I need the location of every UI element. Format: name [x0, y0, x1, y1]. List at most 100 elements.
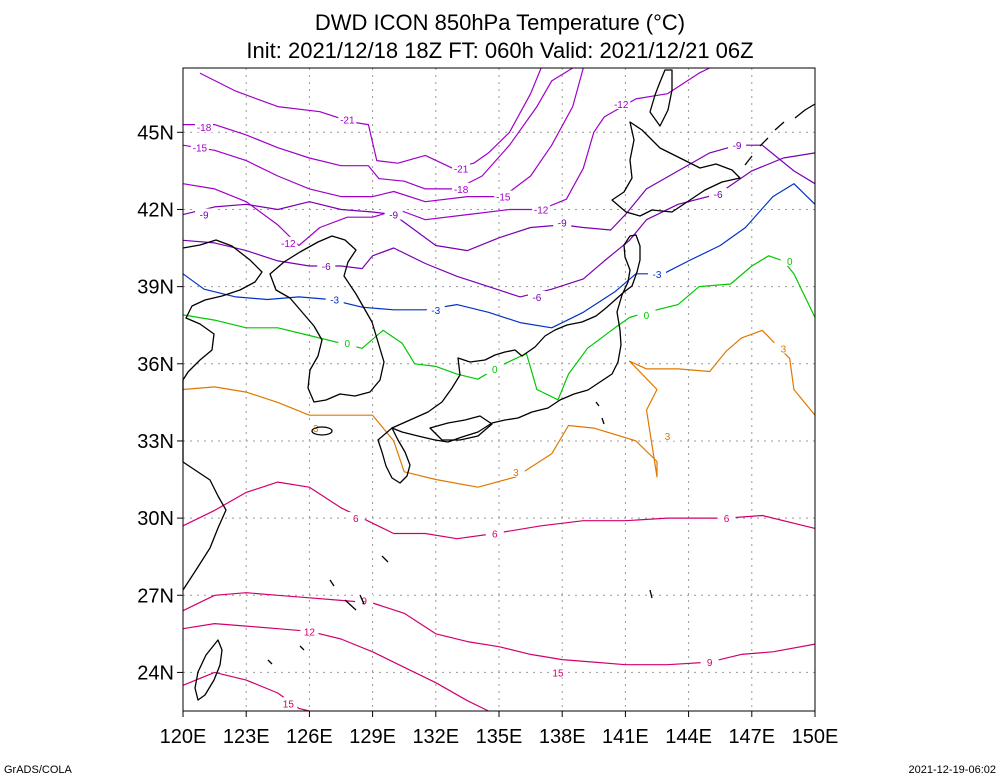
contour-label-bg-7-0: [338, 337, 357, 349]
contour-label-bg-9-0: [346, 512, 365, 524]
contour-label-8-3: 3: [781, 344, 787, 355]
contour-line-2: [182, 67, 584, 203]
contour-label-5-0: -6: [322, 262, 331, 273]
contour-label-bg-4-2: [553, 216, 572, 228]
map-title-line1: DWD ICON 850hPa Temperature (°C): [315, 10, 685, 35]
contour-label-12-0: 15: [283, 699, 295, 710]
contour-label-1-0: -18: [197, 123, 212, 134]
contour-line-7: [182, 255, 816, 401]
contour-label-bg-5-2: [709, 188, 728, 200]
contour-label-bg-6-0: [325, 293, 344, 305]
contour-label-7-0: 0: [345, 339, 351, 350]
x-tick-label-5: 135E: [476, 726, 523, 748]
contour-label-bg-1-0: [195, 121, 214, 133]
contour-label-4-0: -9: [200, 211, 209, 222]
contour-label-10-1: 9: [707, 658, 713, 669]
x-tick-label-8: 144E: [665, 726, 712, 748]
contour-label-bg-9-2: [717, 512, 736, 524]
contour-label-bg-1-1: [452, 182, 471, 194]
coastline-korea: [269, 235, 385, 403]
contour-label-2-1: -15: [496, 193, 511, 204]
grid-lines: [183, 68, 815, 711]
coastline-izu-islands: [595, 401, 653, 599]
y-tick-label-4: 36N: [137, 354, 174, 376]
longitude-ticks: 120E 123E 126E 129E 132E 135E 138E 141E 144E 147E…: [160, 711, 839, 748]
x-tick-label-2: 126E: [286, 726, 333, 748]
coastline-taiwan: [194, 639, 223, 701]
contour-label-4-2: -9: [558, 218, 567, 229]
contour-label-bg-3-0: [279, 236, 298, 248]
contour-label-bg-4-1: [384, 208, 403, 220]
contour-line-12: [182, 671, 310, 712]
contour-label-0-1: -21: [454, 164, 469, 175]
coastline-jeju: [311, 426, 333, 436]
contour-label-bg-8-1: [506, 465, 525, 477]
x-tick-label-4: 132E: [412, 726, 459, 748]
contour-label-bg-0-0: [338, 113, 357, 125]
x-tick-label-6: 138E: [539, 726, 586, 748]
contour-label-9-2: 6: [724, 514, 730, 525]
contour-label-5-1: -6: [532, 293, 541, 304]
footer-credit: GrADS/COLA: [4, 764, 73, 776]
coastline-ryukyu: [267, 555, 389, 665]
y-tick-label-7: 45N: [137, 122, 174, 144]
y-tick-label-2: 30N: [137, 508, 174, 530]
contour-label-8-1: 3: [513, 468, 519, 479]
contour-label-2-0: -15: [193, 144, 208, 155]
y-tick-label-3: 33N: [137, 431, 174, 453]
contour-line-0: [199, 67, 542, 169]
contour-label-7-1: 0: [492, 365, 498, 376]
contour-label-bg-6-2: [648, 267, 666, 279]
coastlines: [182, 69, 816, 701]
contour-label-6-0: -3: [330, 295, 339, 306]
contour-label-bg-7-3: [780, 254, 799, 266]
contour-label-bg-4-0: [195, 208, 214, 220]
y-tick-label-1: 27N: [137, 585, 174, 607]
coastline-honshu: [391, 234, 641, 443]
contour-label-bg-6-1: [426, 303, 445, 315]
x-tick-label-0: 120E: [160, 726, 207, 748]
coastline-kyushu: [377, 427, 411, 484]
contour-label-10-0: 9: [361, 596, 367, 607]
contour-label-bg-5-1: [527, 290, 546, 302]
contour-label-bg-5-0: [317, 260, 336, 272]
contour-label-bg-11-0: [300, 625, 319, 637]
contour-label-bg-9-1: [485, 527, 504, 539]
contour-label-0-0: -21: [340, 115, 355, 126]
latitude-ticks: 24N 27N 30N 33N 36N 39N 42N 45N: [137, 122, 183, 684]
x-tick-label-9: 147E: [728, 726, 775, 748]
contour-label-11-0: 12: [304, 627, 316, 638]
contour-label-9-1: 6: [492, 530, 498, 541]
map-title-line2: Init: 2021/12/18 18Z FT: 060h Valid: 202…: [246, 38, 753, 63]
contour-line-8: [182, 329, 816, 488]
contour-label-3-2: -12: [614, 100, 629, 111]
y-tick-label-5: 39N: [137, 277, 174, 299]
contour-label-bg-7-1: [485, 362, 504, 374]
coastline-shikoku: [429, 415, 493, 441]
contour-label-bg-12-1: [548, 666, 567, 678]
contour-label-12-1: 15: [552, 668, 564, 679]
contour-label-bg-7-2: [637, 308, 656, 320]
x-tick-label-1: 123E: [223, 726, 270, 748]
contour-label-bg-8-3: [774, 342, 793, 354]
contour-label-5-2: -6: [714, 190, 723, 201]
contour-label-bg-4-3: [728, 139, 747, 151]
contour-line-5: [182, 152, 816, 298]
contour-label-8-2: 3: [665, 432, 671, 443]
contour-label-bg-8-2: [658, 429, 677, 441]
contour-line-1: [183, 67, 574, 190]
contour-label-4-3: -9: [733, 141, 742, 152]
x-tick-label-7: 141E: [602, 726, 649, 748]
contour-label-9-0: 6: [353, 514, 359, 525]
temperature-contours: -21 -21 -18 -18 -15 -15 -12 -12 -12 -9 -9 -9 -9 -6 -6 -…: [182, 67, 816, 712]
contour-label-bg-10-0: [355, 594, 374, 606]
y-tick-label-6: 42N: [137, 199, 174, 221]
contour-label-bg-10-1: [700, 656, 719, 668]
contour-label-7-2: 0: [644, 311, 650, 322]
contour-label-7-3: 0: [787, 257, 793, 268]
coastline-kurils: [744, 103, 816, 166]
contour-label-bg-3-2: [612, 98, 631, 110]
contour-label-bg-12-0: [279, 697, 298, 709]
x-tick-label-10: 150E: [792, 726, 839, 748]
